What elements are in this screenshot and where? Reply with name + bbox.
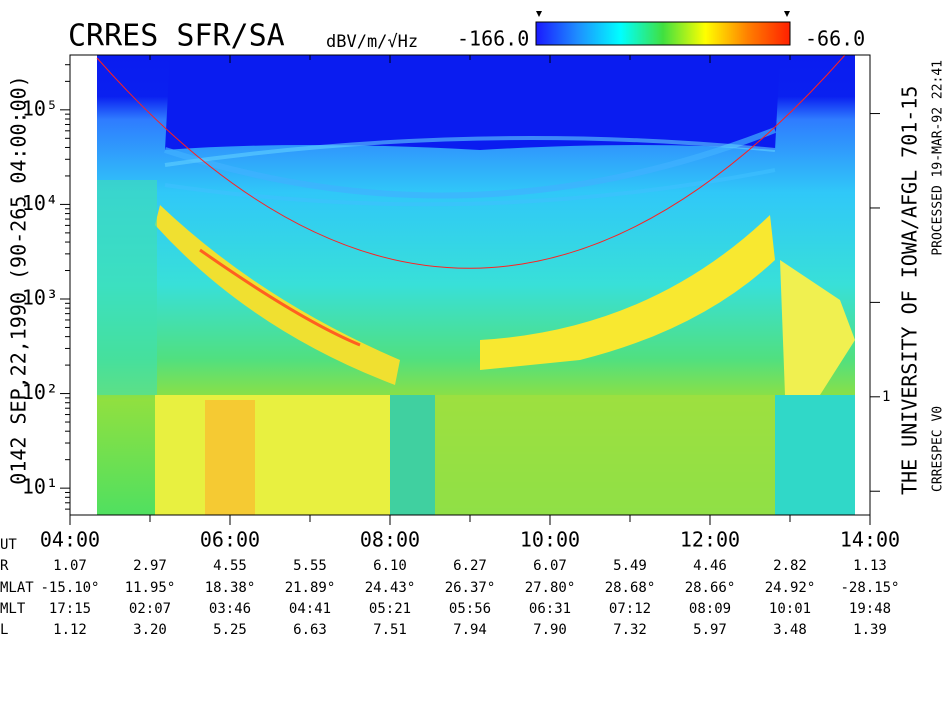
ephemeris-value: -28.15° (840, 580, 899, 596)
ephemeris-value: 1.07 (53, 558, 87, 574)
x-tick-label: 04:00 (40, 528, 100, 552)
ephemeris-value: 4.46 (693, 558, 727, 574)
ephemeris-value: 06:31 (529, 601, 571, 617)
x-tick-label: 08:00 (360, 528, 420, 552)
ephemeris-value: 04:41 (289, 601, 331, 617)
ephemeris-value: 7.32 (613, 622, 647, 638)
ephemeris-value: 4.55 (213, 558, 247, 574)
colorbar-marker (536, 11, 542, 17)
version-label: CRRESPEC V0 (931, 406, 945, 492)
ephemeris-row-label: MLAT (0, 580, 34, 596)
ephemeris-value: 5.49 (613, 558, 647, 574)
colorbar (535, 21, 791, 46)
ephemeris-value: 2.97 (133, 558, 167, 574)
x-axis-label: UT (0, 537, 17, 553)
spectrogram-image (96, 54, 855, 515)
colorbar-min: -166.0 (457, 27, 529, 51)
ephemeris-value: 6.63 (293, 622, 327, 638)
ephemeris-value: 3.20 (133, 622, 167, 638)
x-tick-label: 12:00 (680, 528, 740, 552)
ephemeris-value: 7.51 (373, 622, 407, 638)
ephemeris-value: 11.95° (125, 580, 176, 596)
ephemeris-value: 28.68° (605, 580, 656, 596)
ephemeris-value: 24.43° (365, 580, 416, 596)
ephemeris-value: 19:48 (849, 601, 891, 617)
ephemeris-value: -15.10° (40, 580, 99, 596)
ephemeris-value: 28.66° (685, 580, 736, 596)
colorbar-label: dBV/m/√Hz (326, 32, 418, 52)
ephemeris-value: 1.39 (853, 622, 887, 638)
ephemeris-row-label: R (0, 558, 9, 574)
ephemeris-value: 5.97 (693, 622, 727, 638)
y-tick-label: 10³ (22, 285, 58, 309)
ephemeris-value: 3.48 (773, 622, 807, 638)
x-tick-label: 14:00 (840, 528, 900, 552)
ephemeris-value: 05:21 (369, 601, 411, 617)
ephemeris-value: 27.80° (525, 580, 576, 596)
x-tick-label: 06:00 (200, 528, 260, 552)
x-tick-label: 10:00 (520, 528, 580, 552)
y-tick-label: 10⁵ (22, 96, 58, 120)
y-axis-label: 0142 SEP,22,1990 (90-265 04:00:00) (7, 75, 31, 484)
ephemeris-value: 08:09 (689, 601, 731, 617)
ephemeris-value: 05:56 (449, 601, 491, 617)
colorbar-max: -66.0 (805, 27, 865, 51)
ephemeris-value: 1.12 (53, 622, 87, 638)
ephemeris-value: 26.37° (445, 580, 496, 596)
ephemeris-value: 17:15 (49, 601, 91, 617)
colorbar-marker (784, 11, 790, 17)
y2-tick-label: 1 (882, 389, 890, 405)
ephemeris-value: 5.55 (293, 558, 327, 574)
ephemeris-value: 6.27 (453, 558, 487, 574)
y-tick-label: 10² (22, 380, 58, 404)
ephemeris-value: 6.07 (533, 558, 567, 574)
ephemeris-value: 18.38° (205, 580, 256, 596)
ephemeris-row-label: L (0, 622, 8, 638)
ephemeris-value: 2.82 (773, 558, 807, 574)
ephemeris-row-label: MLT (0, 601, 26, 617)
chart-title: CRRES SFR/SA (68, 19, 285, 54)
ephemeris-value: 24.92° (765, 580, 816, 596)
ephemeris-value: 6.10 (373, 558, 407, 574)
ephemeris-value: 07:12 (609, 601, 651, 617)
y-tick-label: 10⁴ (22, 191, 58, 215)
processed-label: PROCESSED 19-MAR-92 22:41 (931, 60, 945, 256)
ephemeris-value: 1.13 (853, 558, 887, 574)
ephemeris-value: 7.94 (453, 622, 487, 638)
ephemeris-value: 03:46 (209, 601, 251, 617)
ephemeris-value: 5.25 (213, 622, 247, 638)
credit-label: THE UNIVERSITY OF IOWA/AFGL 701-15 (898, 86, 922, 495)
ephemeris-value: 10:01 (769, 601, 811, 617)
y-tick-label: 10¹ (22, 475, 58, 499)
ephemeris-value: 02:07 (129, 601, 171, 617)
ephemeris-value: 21.89° (285, 580, 336, 596)
ephemeris-value: 7.90 (533, 622, 567, 638)
